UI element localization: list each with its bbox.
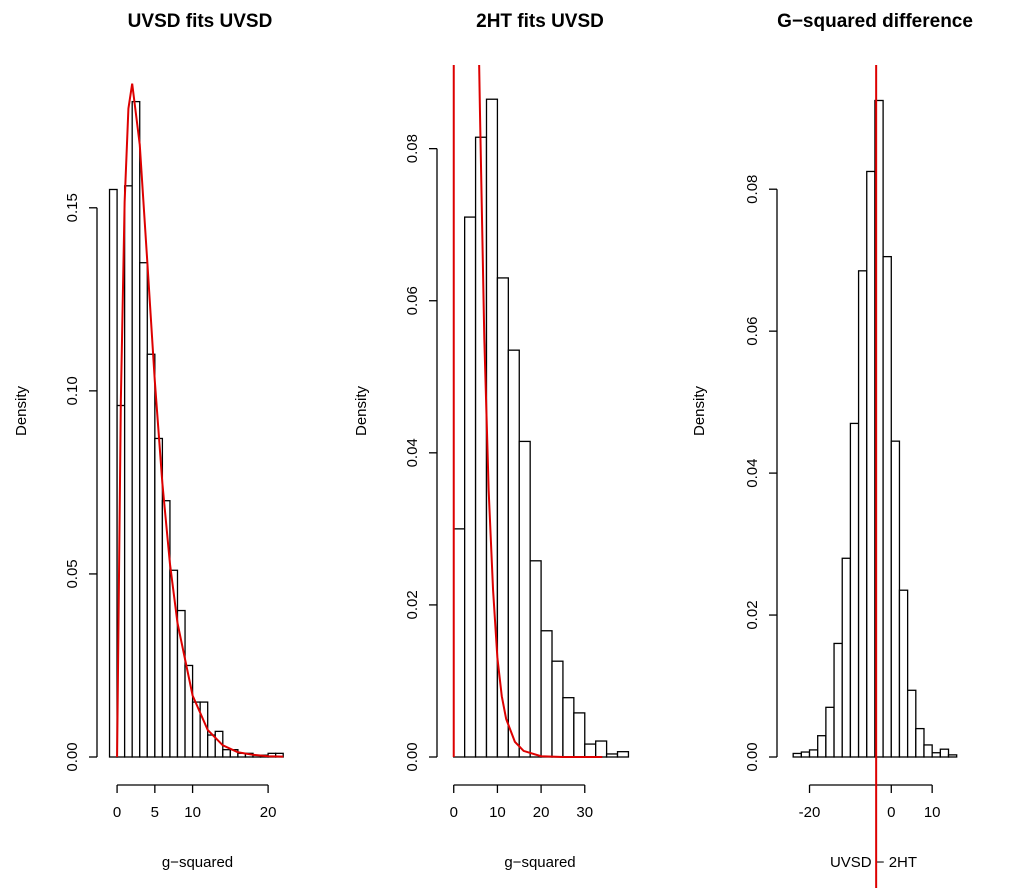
- histogram-bar: [464, 216, 477, 758]
- histogram-bar: [485, 98, 499, 758]
- y-tick-label: 0.00: [64, 742, 81, 771]
- y-tick-label: 0.05: [64, 559, 81, 588]
- histogram-bar: [161, 500, 171, 758]
- histogram-bar: [939, 748, 950, 758]
- histogram-bar: [825, 706, 835, 758]
- histogram-bar: [146, 353, 156, 758]
- chart-title: UVSD fits UVSD: [128, 11, 273, 32]
- histogram-bar: [562, 697, 575, 758]
- histogram-bar: [131, 100, 141, 758]
- histogram-bar: [605, 753, 619, 758]
- y-tick-label: 0.02: [744, 600, 761, 629]
- histogram-bar: [551, 660, 564, 758]
- histogram-bar: [154, 437, 164, 758]
- histogram-bar: [882, 255, 892, 758]
- histogram-bar: [222, 749, 231, 758]
- y-axis-label: Density: [691, 385, 708, 436]
- histogram-bar: [841, 557, 852, 758]
- histogram-bar: [833, 642, 843, 758]
- histogram-bar: [800, 751, 811, 758]
- x-tick-label: 5: [151, 804, 159, 821]
- y-axis-label: Density: [13, 385, 30, 436]
- y-tick-label: 0.08: [404, 134, 421, 163]
- histogram-bar: [906, 689, 917, 758]
- y-tick-label: 0.04: [404, 438, 421, 467]
- histogram-bar: [518, 440, 531, 758]
- histogram-bar: [139, 262, 148, 758]
- histogram-bar: [595, 740, 608, 758]
- histogram-bar: [453, 528, 466, 758]
- panel: G−squared difference UVSD − 2HT Density 0.0…: [691, 11, 973, 888]
- histogram-bar: [496, 277, 509, 758]
- histogram-bar: [866, 170, 876, 758]
- histogram-bar: [573, 712, 586, 758]
- histogram-bar: [792, 752, 803, 758]
- y-tick-label: 0.10: [64, 376, 81, 405]
- histogram-bar: [915, 727, 925, 758]
- histogram-bar: [474, 136, 488, 758]
- histogram-bar: [616, 751, 630, 758]
- histogram-bar: [108, 188, 118, 758]
- histogram-bar: [540, 630, 553, 758]
- x-tick-label: 10: [489, 804, 506, 821]
- x-tick-label: 10: [184, 804, 201, 821]
- chart-title: 2HT fits UVSD: [476, 11, 604, 32]
- histogram-bar: [584, 743, 597, 758]
- y-tick-label: 0.06: [744, 317, 761, 346]
- density-curve: [116, 83, 284, 758]
- histogram-bar: [808, 749, 819, 758]
- y-tick-label: 0.00: [404, 742, 421, 771]
- histogram-bar: [931, 752, 941, 758]
- x-tick-label: -20: [799, 804, 821, 821]
- histogram-bar: [529, 560, 542, 758]
- histogram-bar: [898, 589, 909, 758]
- x-tick-label: 20: [533, 804, 550, 821]
- panel: UVSD fits UVSD g−squared Density 0.00 0.05 0.…: [13, 11, 284, 871]
- chart-title: G−squared difference: [777, 11, 973, 32]
- x-axis-label: UVSD − 2HT: [830, 854, 917, 871]
- histogram-bar: [923, 744, 933, 758]
- histogram-bar: [507, 349, 520, 758]
- y-tick-label: 0.08: [744, 175, 761, 204]
- y-tick-label: 0.02: [404, 590, 421, 619]
- y-tick-label: 0.04: [744, 459, 761, 488]
- panel: 2HT fits UVSD g−squared Density 0.00 0.02 0.0…: [353, 11, 630, 871]
- y-tick-label: 0.06: [404, 286, 421, 315]
- density-curve: [452, 65, 603, 758]
- histogram-bar: [857, 270, 868, 758]
- histogram-bar: [123, 185, 133, 758]
- x-tick-label: 20: [260, 804, 277, 821]
- x-tick-label: 0: [887, 804, 895, 821]
- histogram-bar: [207, 734, 216, 758]
- x-tick-label: 0: [450, 804, 458, 821]
- x-tick-label: 30: [576, 804, 593, 821]
- x-axis-label: g−squared: [504, 854, 575, 871]
- histogram-bar: [849, 422, 860, 758]
- x-tick-label: 0: [113, 804, 121, 821]
- y-tick-label: 0.00: [744, 742, 761, 771]
- histogram-bar: [890, 440, 901, 758]
- x-tick-label: 10: [924, 804, 941, 821]
- y-axis-label: Density: [353, 385, 370, 436]
- y-tick-label: 0.15: [64, 193, 81, 222]
- histogram-bar: [947, 754, 958, 758]
- histogram-bar: [817, 735, 827, 758]
- x-axis-label: g−squared: [162, 854, 233, 871]
